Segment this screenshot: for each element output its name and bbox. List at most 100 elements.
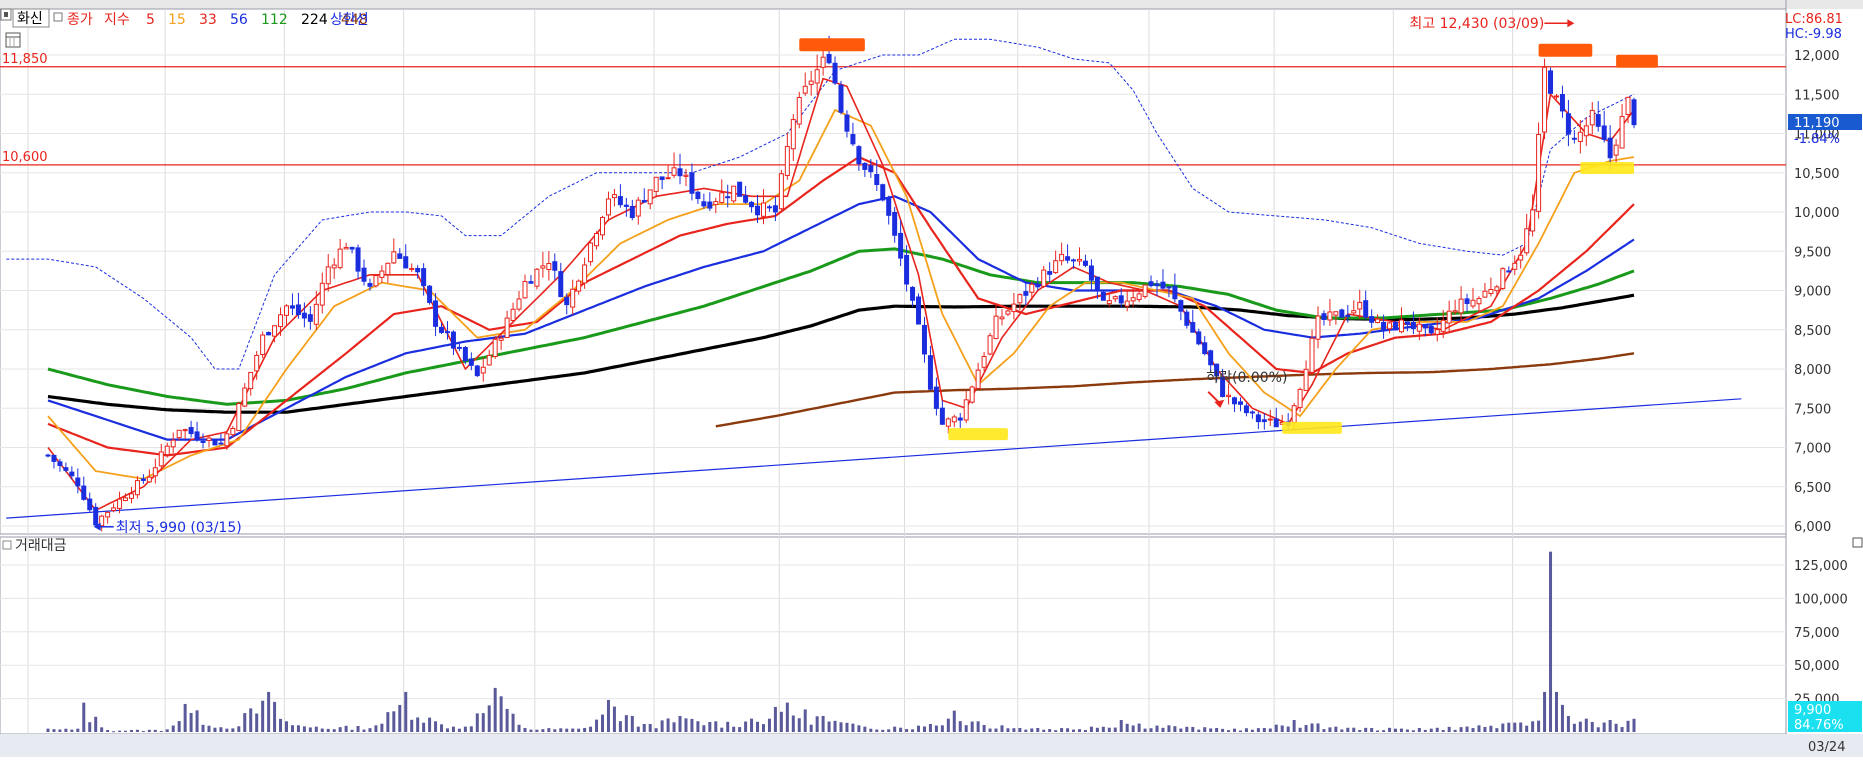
candle-up <box>117 498 123 509</box>
candle-down <box>218 442 224 445</box>
volume-bar <box>1578 721 1582 732</box>
candle-down <box>212 440 218 446</box>
trendline-layer <box>6 398 1742 519</box>
candle-up <box>790 119 796 150</box>
volume-bar <box>1238 730 1242 732</box>
legend-ma-label: 33 <box>199 12 217 28</box>
stock-name-box[interactable] <box>12 8 50 28</box>
candle-up <box>373 275 379 287</box>
candle-up <box>1398 319 1404 333</box>
candle-down <box>439 326 445 333</box>
candle-down <box>456 346 462 349</box>
candle-down <box>1506 270 1512 273</box>
candle-up <box>158 451 164 467</box>
candle-up <box>128 493 134 499</box>
candle-up <box>1476 298 1482 305</box>
candle-down <box>1118 295 1124 304</box>
volume-bar <box>1155 725 1159 732</box>
price-level-label: 10,600 <box>2 150 48 165</box>
candle-up <box>1589 109 1595 126</box>
candle-up <box>492 338 498 357</box>
volume-bar <box>177 721 181 732</box>
volume-bar <box>726 721 730 732</box>
candle-down <box>826 54 832 64</box>
volume-bar <box>100 727 104 732</box>
volume-bar <box>690 718 694 732</box>
volume-bar <box>147 729 151 732</box>
volume-bar <box>1572 723 1576 732</box>
candle-up <box>540 265 546 269</box>
candle-up <box>283 305 289 316</box>
candle-down <box>45 454 51 457</box>
volume-bar <box>1304 725 1308 732</box>
volume-bar <box>815 716 819 732</box>
candle-down <box>677 168 683 177</box>
candle-up <box>1375 318 1381 324</box>
volume-bar <box>451 726 455 732</box>
candle-down <box>838 84 844 113</box>
volume-pct: 84.76% <box>1794 718 1844 733</box>
candle-up <box>1577 131 1583 142</box>
candle-up <box>516 298 522 310</box>
y-tick-label: 7,000 <box>1794 442 1831 457</box>
candle-up <box>975 369 981 389</box>
candle-up <box>1106 300 1112 305</box>
panel-close-icon[interactable] <box>1852 537 1863 548</box>
low-arrow-icon <box>93 522 101 531</box>
volume-bar <box>964 725 968 732</box>
candle-down <box>939 407 945 425</box>
volume-bar <box>839 722 843 732</box>
candle-up <box>1553 95 1559 98</box>
yellow-highlight-marker <box>1580 162 1634 175</box>
volume-bar <box>440 724 444 732</box>
candle-up <box>570 288 576 308</box>
legend-ma-label: 5 <box>146 12 155 28</box>
volume-bar <box>654 728 658 732</box>
volume-bar <box>767 718 771 732</box>
volume-bar <box>1250 729 1254 732</box>
price-change: -1.84% <box>1794 132 1840 147</box>
y-tick-label: 11,500 <box>1794 88 1840 103</box>
volume-bar <box>1280 725 1284 732</box>
volume-bar <box>1334 726 1338 732</box>
candle-up <box>605 198 611 216</box>
candle-up <box>1291 405 1297 423</box>
volume-bar <box>1459 727 1463 732</box>
candle-down <box>957 417 963 421</box>
candle-up <box>1005 310 1011 315</box>
volume-bar <box>952 710 956 732</box>
candle-down <box>301 312 307 319</box>
candle-up <box>802 85 808 94</box>
candle-down <box>194 431 200 441</box>
candle-down <box>1464 298 1470 304</box>
volume-bar <box>493 687 497 732</box>
volume-bar <box>559 728 563 732</box>
candle-down <box>1023 291 1029 296</box>
volume-bar <box>1358 730 1362 732</box>
candle-up <box>719 192 725 203</box>
candle-down <box>1369 316 1375 323</box>
calendar-icon[interactable] <box>5 32 21 48</box>
volume-bar <box>219 727 223 732</box>
volume-bar <box>994 728 998 732</box>
candle-up <box>1530 209 1536 232</box>
volume-bar <box>1036 727 1040 732</box>
candle-down <box>295 304 301 316</box>
candle-down <box>1404 321 1410 325</box>
candle-up <box>1076 258 1082 262</box>
candle-down <box>695 191 701 200</box>
volume-bar <box>1268 728 1272 732</box>
volume-bar <box>1495 728 1499 732</box>
volume-bar <box>314 726 318 732</box>
candle-down <box>528 281 534 284</box>
volume-bar <box>457 728 461 732</box>
volume-bar <box>684 718 688 732</box>
volume-bar <box>1483 727 1487 732</box>
candle-up <box>778 173 784 210</box>
candle-up <box>1446 310 1452 324</box>
volume-bar <box>1227 730 1231 732</box>
candle-up <box>1112 296 1118 300</box>
candle-up <box>1625 96 1631 115</box>
